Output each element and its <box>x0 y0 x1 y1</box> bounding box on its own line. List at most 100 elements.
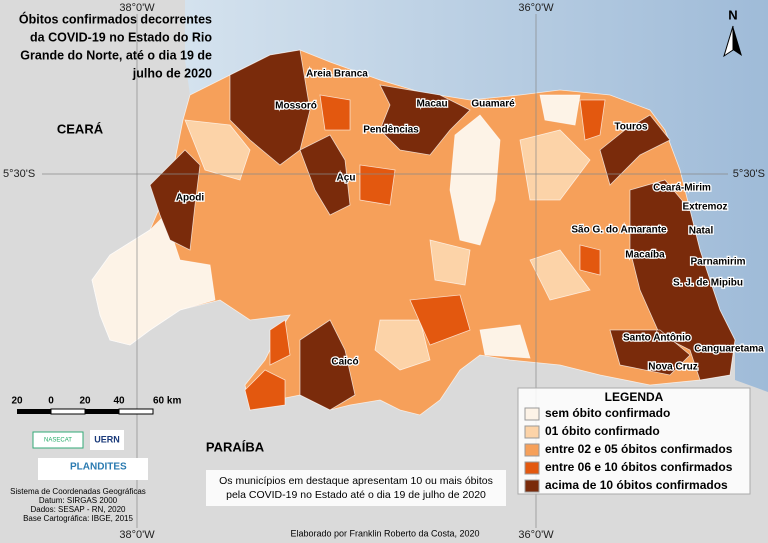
title-line: Óbitos confirmados decorrentes <box>19 11 212 26</box>
scale-segment <box>118 408 154 415</box>
municipality <box>244 369 286 411</box>
legend-label: acima de 10 óbitos confirmados <box>545 478 728 492</box>
municipality <box>449 114 501 246</box>
city-label: Macau <box>416 99 447 110</box>
legend-label: 01 óbito confirmado <box>545 424 660 438</box>
legend-swatch <box>524 443 540 457</box>
graticule-label: 38°0'W <box>119 529 155 541</box>
city-label: Mossoró <box>275 101 317 112</box>
city-label: São G. do Amarante <box>571 225 667 236</box>
north-label: N <box>728 7 737 22</box>
logo <box>38 458 148 480</box>
note-line: Os municípios em destaque apresentam 10 … <box>219 475 493 487</box>
scale-label: 60 km <box>153 396 181 407</box>
municipalities <box>91 49 736 411</box>
legend-box <box>517 387 751 495</box>
scale-segment <box>17 409 51 414</box>
municipality <box>374 319 431 371</box>
municipality <box>429 239 471 286</box>
municipality <box>359 164 396 206</box>
municipality <box>299 319 356 411</box>
city-label: Parnamirim <box>690 257 745 268</box>
logo-text: UERN <box>94 434 120 444</box>
city-label: Areia Branca <box>306 69 368 80</box>
municipality <box>269 319 291 366</box>
credit-line: Datum: SIRGAS 2000 <box>39 496 118 505</box>
municipality <box>529 249 591 301</box>
note-box <box>206 470 506 506</box>
city-label: Caicó <box>331 357 358 368</box>
municipality <box>579 99 606 141</box>
graticule-label: 38°0'W <box>119 2 155 14</box>
logos: NASECAT UERN PLANDITES <box>32 430 148 480</box>
graticule-label: 5°30'S <box>3 168 35 180</box>
city-label: Apodi <box>176 193 205 204</box>
legend-label: entre 06 e 10 óbitos confirmados <box>545 460 733 474</box>
scale-segment <box>50 408 86 415</box>
city-label: Extremoz <box>682 202 727 213</box>
graticule-label: 36°0'W <box>518 2 554 14</box>
city-label: Touros <box>614 122 648 133</box>
north-arrow: N <box>723 7 742 58</box>
city-label: Guamaré <box>471 99 515 110</box>
note-line: pela COVID-19 no Estado até o dia 19 de … <box>226 489 486 501</box>
municipality <box>599 114 671 186</box>
city-label: S. J. de Mipibu <box>673 278 743 289</box>
municipality <box>184 119 251 181</box>
municipality <box>379 84 471 156</box>
city-labels: Areia Branca Mossoró Macau Guamaré Pendência… <box>175 67 766 374</box>
municipality <box>409 294 471 346</box>
scale-label: 0 <box>48 396 54 407</box>
legend-title: LEGENDA <box>605 390 664 404</box>
city-label: Ceará-Mirim <box>653 183 711 194</box>
legend-label: entre 02 e 05 óbitos confirmados <box>545 442 733 456</box>
logo-text: NASECAT <box>44 438 72 444</box>
logo <box>32 431 84 449</box>
legend-swatch <box>524 425 540 439</box>
scale-segment <box>85 409 119 414</box>
graticule-label: 5°30'S <box>733 168 765 180</box>
scale-bar: 20 0 20 40 60 km <box>11 396 181 415</box>
title-line: Grande do Norte, até o dia 19 de <box>20 48 212 62</box>
credit-line: Base Cartográfica: IBGE, 2015 <box>23 514 133 523</box>
scale-label: 40 <box>113 396 125 407</box>
logo <box>90 430 124 450</box>
title-line: da COVID-19 no Estado do Rio <box>30 30 212 44</box>
credits: Sistema de Coordenadas Geográficas Datum… <box>10 487 146 523</box>
arrow-half <box>733 26 742 56</box>
legend-swatch <box>524 407 540 421</box>
credit-line: Sistema de Coordenadas Geográficas <box>10 487 146 496</box>
ocean <box>185 0 768 392</box>
city-label: Canguaretama <box>694 344 764 355</box>
graticule-label: 36°0'W <box>518 529 554 541</box>
legend-swatch <box>524 461 540 475</box>
city-label: Natal <box>689 226 714 237</box>
city-label: Açu <box>337 173 356 184</box>
legend: LEGENDA sem óbito confirmado 01 óbito con… <box>517 387 751 495</box>
legend-label: sem óbito confirmado <box>545 406 670 420</box>
municipality <box>579 244 601 276</box>
municipality <box>519 129 591 201</box>
author: Elaborado por Franklin Roberto da Costa,… <box>290 528 479 538</box>
city-label: Santo Antônio <box>623 333 691 344</box>
municipality <box>319 94 351 131</box>
credit-line: Dados: SESAP - RN, 2020 <box>30 505 126 514</box>
municipality <box>609 329 691 376</box>
logo-text: PLANDITES <box>70 462 127 473</box>
state-label: CEARÁ <box>57 121 104 136</box>
state-label: PARAÍBA <box>206 439 265 454</box>
scale-label: 20 <box>79 396 91 407</box>
title: Óbitos confirmados decorrentes da COVID-… <box>19 11 212 80</box>
city-label: Macaíba <box>625 250 665 261</box>
city-label: Pendências <box>363 125 419 136</box>
municipality <box>539 94 581 126</box>
municipality <box>629 179 736 381</box>
city-label: Nova Cruz <box>648 362 697 373</box>
scale-label: 20 <box>11 396 23 407</box>
municipality <box>149 149 201 251</box>
municipality <box>299 134 351 216</box>
municipality <box>479 324 531 359</box>
legend-swatch <box>524 479 540 493</box>
municipality <box>91 214 216 346</box>
